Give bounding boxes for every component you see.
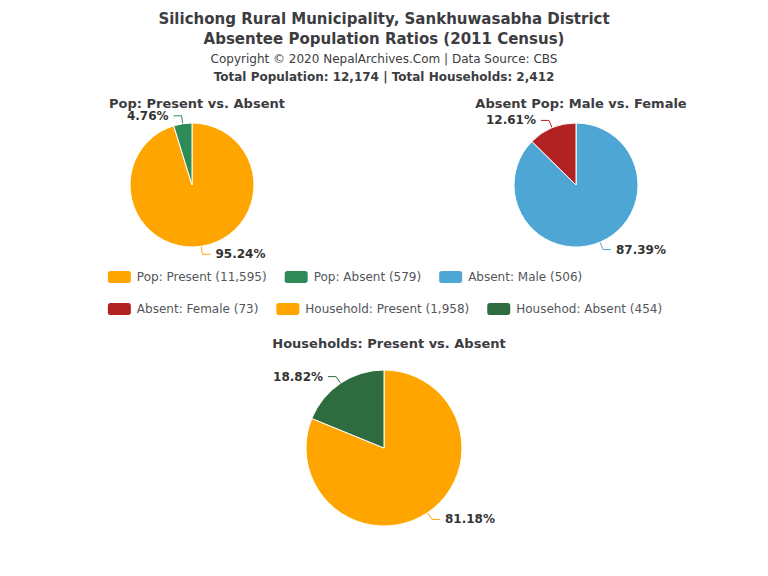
svg-text:12.61%: 12.61%: [486, 113, 536, 127]
svg-text:18.82%: 18.82%: [273, 370, 323, 384]
svg-text:Silichong Rural Municipality,: Silichong Rural Municipality, Sankhuwasa…: [158, 10, 609, 28]
svg-text:81.18%: 81.18%: [445, 512, 495, 526]
svg-text:Household: Present (1,958): Household: Present (1,958): [305, 302, 469, 316]
svg-text:87.39%: 87.39%: [616, 243, 666, 257]
svg-text:Absent: Female (73): Absent: Female (73): [137, 302, 258, 316]
svg-text:Pop: Present vs. Absent: Pop: Present vs. Absent: [109, 96, 285, 111]
svg-text:Total Population: 12,174 | Tot: Total Population: 12,174 | Total Househo…: [214, 70, 555, 84]
svg-text:4.76%: 4.76%: [126, 108, 169, 123]
svg-text:Pop: Absent (579): Pop: Absent (579): [314, 270, 421, 284]
svg-text:Absent Pop: Male vs. Female: Absent Pop: Male vs. Female: [475, 96, 687, 111]
svg-text:Absentee Population Ratios (20: Absentee Population Ratios (2011 Census): [204, 30, 565, 48]
svg-text:Absent: Male (506): Absent: Male (506): [468, 270, 582, 284]
svg-text:Pop: Present (11,595): Pop: Present (11,595): [137, 270, 267, 284]
svg-text:Househod: Absent (454): Househod: Absent (454): [516, 302, 662, 316]
svg-text:95.24%: 95.24%: [215, 247, 265, 261]
svg-text:Copyright © 2020 NepalArchives: Copyright © 2020 NepalArchives.Com | Dat…: [211, 52, 558, 66]
svg-text:Households: Present vs. Absent: Households: Present vs. Absent: [272, 336, 505, 351]
